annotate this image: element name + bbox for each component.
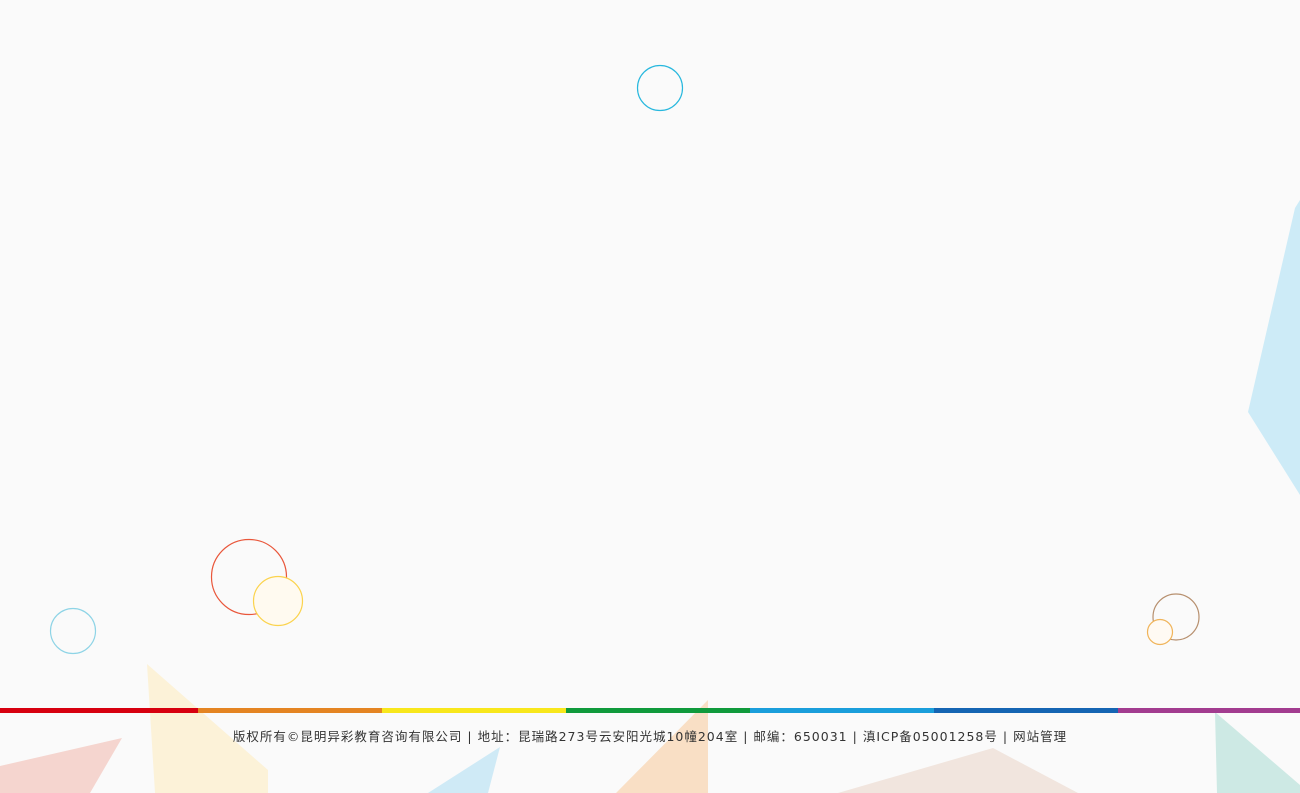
- cream-shard: [147, 664, 268, 793]
- rainbow-stripe: [0, 708, 1300, 713]
- footer-text: 版权所有©昆明异彩教育咨询有限公司 | 地址：昆瑞路273号云安阳光城10幢20…: [233, 726, 1067, 745]
- yellow-ring: [252, 575, 304, 627]
- orange-ring: [1146, 618, 1174, 646]
- icp-link[interactable]: 滇ICP备05001258号: [862, 728, 998, 744]
- separator: |: [467, 728, 473, 744]
- peach-shard: [616, 700, 708, 793]
- stripe-green: [566, 708, 750, 713]
- brown-ring: [1152, 593, 1200, 641]
- stripe-orange: [198, 708, 382, 713]
- light-blue-shard: [428, 747, 500, 793]
- admin-link[interactable]: 网站管理: [1013, 728, 1068, 744]
- pale-blue-ring: [49, 607, 97, 655]
- beige-shard: [838, 748, 1078, 793]
- stripe-light-blue: [750, 708, 934, 713]
- mint-shard: [1215, 712, 1300, 793]
- stripe-red: [0, 708, 198, 713]
- address-text: 地址：昆瑞路273号云安阳光城10幢204室: [477, 728, 739, 744]
- separator: |: [852, 728, 858, 744]
- cyan-ring-top: [636, 64, 684, 112]
- stripe-yellow: [382, 708, 566, 713]
- separator: |: [1002, 728, 1009, 744]
- stripe-purple: [1118, 708, 1300, 713]
- separator: |: [743, 728, 749, 744]
- pink-shard: [0, 738, 122, 793]
- red-ring: [210, 538, 288, 616]
- blue-shard-right: [1248, 200, 1300, 495]
- site-footer: 版权所有©昆明异彩教育咨询有限公司 | 地址：昆瑞路273号云安阳光城10幢20…: [0, 724, 1300, 746]
- copyright-text: 版权所有©昆明异彩教育咨询有限公司: [232, 728, 463, 744]
- stripe-blue: [934, 708, 1118, 713]
- postcode-text: 邮编：650031: [753, 728, 848, 744]
